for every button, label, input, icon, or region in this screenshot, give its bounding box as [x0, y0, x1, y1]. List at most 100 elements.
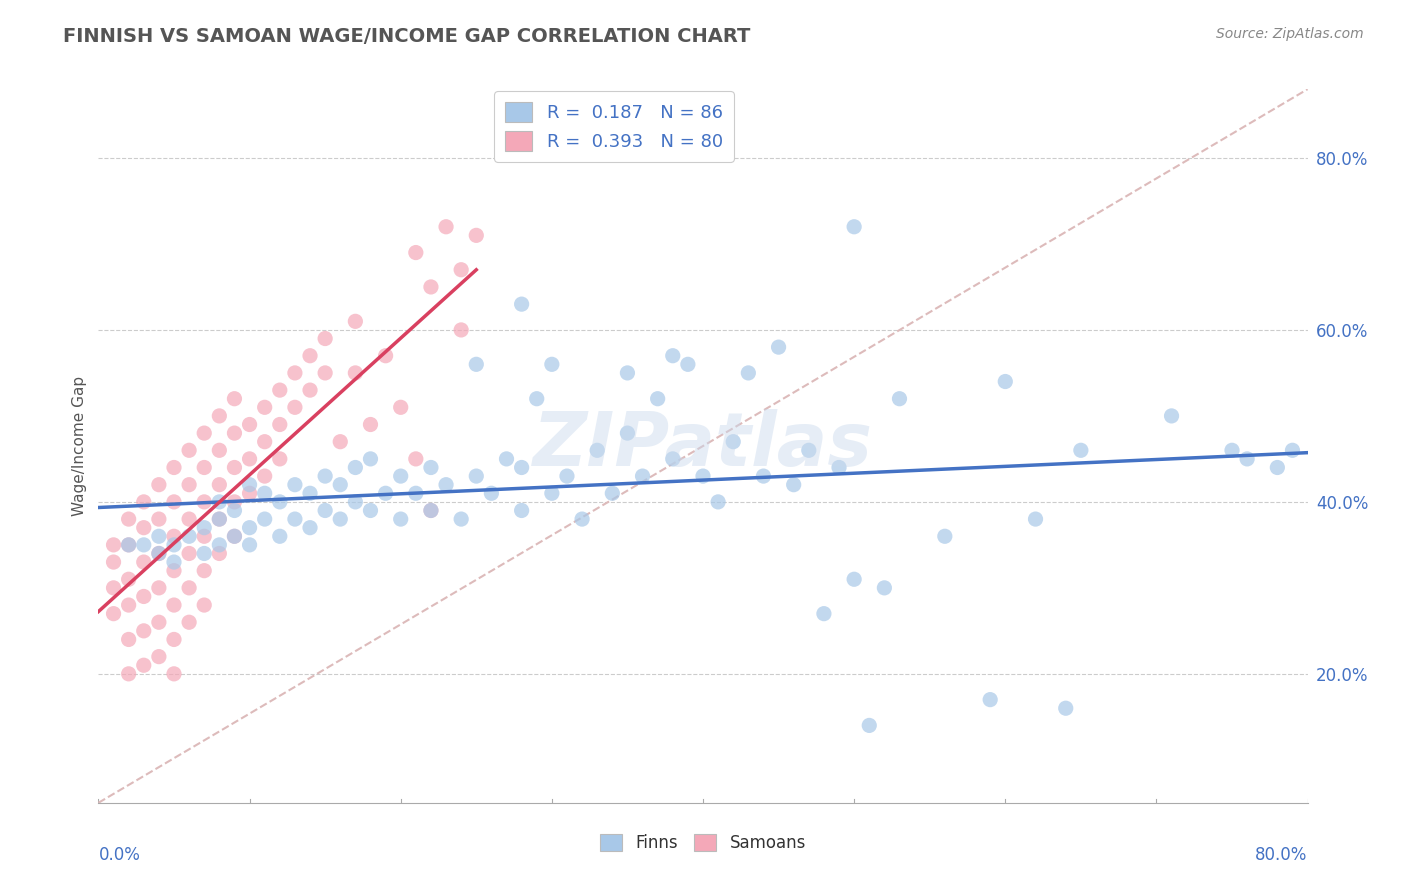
Point	[526, 392, 548, 406]
Point	[360, 417, 382, 432]
Point	[571, 512, 593, 526]
Point	[631, 469, 654, 483]
Point	[828, 460, 851, 475]
Point	[420, 280, 443, 294]
Point	[844, 572, 866, 586]
Point	[329, 434, 352, 449]
Point	[148, 512, 170, 526]
Point	[405, 486, 427, 500]
Point	[889, 392, 911, 406]
Point	[1160, 409, 1182, 423]
Point	[450, 262, 472, 277]
Point	[314, 366, 336, 380]
Point	[193, 521, 215, 535]
Point	[465, 469, 488, 483]
Point	[1024, 512, 1046, 526]
Point	[193, 598, 215, 612]
Point	[148, 529, 170, 543]
Point	[103, 538, 125, 552]
Point	[163, 666, 186, 681]
Point	[148, 546, 170, 560]
Point	[858, 718, 880, 732]
Point	[752, 469, 775, 483]
Point	[314, 332, 336, 346]
Point	[1267, 460, 1289, 475]
Point	[934, 529, 956, 543]
Point	[1220, 443, 1243, 458]
Point	[224, 529, 246, 543]
Point	[299, 521, 322, 535]
Point	[284, 366, 307, 380]
Point	[450, 512, 472, 526]
Point	[193, 564, 215, 578]
Point	[239, 417, 262, 432]
Point	[239, 538, 262, 552]
Point	[224, 392, 246, 406]
Point	[647, 392, 669, 406]
Point	[269, 417, 291, 432]
Point	[299, 383, 322, 397]
Point	[132, 521, 155, 535]
Point	[179, 512, 201, 526]
Point	[737, 366, 759, 380]
Point	[103, 581, 125, 595]
Point	[979, 692, 1001, 706]
Point	[103, 555, 125, 569]
Point	[239, 451, 262, 466]
Point	[118, 632, 141, 647]
Point	[510, 297, 533, 311]
Point	[118, 572, 141, 586]
Point	[269, 451, 291, 466]
Point	[299, 349, 322, 363]
Point	[179, 546, 201, 560]
Point	[132, 538, 155, 552]
Point	[692, 469, 714, 483]
Point	[208, 538, 231, 552]
Point	[510, 503, 533, 517]
Text: 0.0%: 0.0%	[98, 846, 141, 863]
Point	[434, 477, 457, 491]
Point	[163, 598, 186, 612]
Point	[994, 375, 1017, 389]
Point	[208, 443, 231, 458]
Point	[389, 469, 412, 483]
Point	[405, 451, 427, 466]
Point	[344, 366, 367, 380]
Point	[510, 460, 533, 475]
Point	[118, 538, 141, 552]
Point	[163, 564, 186, 578]
Point	[389, 401, 412, 415]
Point	[118, 512, 141, 526]
Point	[224, 460, 246, 475]
Point	[344, 460, 367, 475]
Point	[1054, 701, 1077, 715]
Point	[179, 615, 201, 630]
Point	[148, 615, 170, 630]
Point	[420, 503, 443, 517]
Point	[118, 598, 141, 612]
Point	[148, 546, 170, 560]
Point	[299, 486, 322, 500]
Point	[768, 340, 790, 354]
Point	[179, 529, 201, 543]
Point	[360, 503, 382, 517]
Point	[163, 529, 186, 543]
Point	[616, 426, 638, 441]
Point	[224, 503, 246, 517]
Point	[179, 581, 201, 595]
Point	[284, 401, 307, 415]
Point	[193, 529, 215, 543]
Point	[179, 443, 201, 458]
Point	[224, 495, 246, 509]
Text: ZIPatlas: ZIPatlas	[533, 409, 873, 483]
Legend: Finns, Samoans: Finns, Samoans	[593, 827, 813, 859]
Point	[1236, 451, 1258, 466]
Point	[389, 512, 412, 526]
Point	[224, 529, 246, 543]
Point	[208, 546, 231, 560]
Point	[132, 590, 155, 604]
Point	[284, 477, 307, 491]
Point	[813, 607, 835, 621]
Point	[360, 451, 382, 466]
Point	[314, 469, 336, 483]
